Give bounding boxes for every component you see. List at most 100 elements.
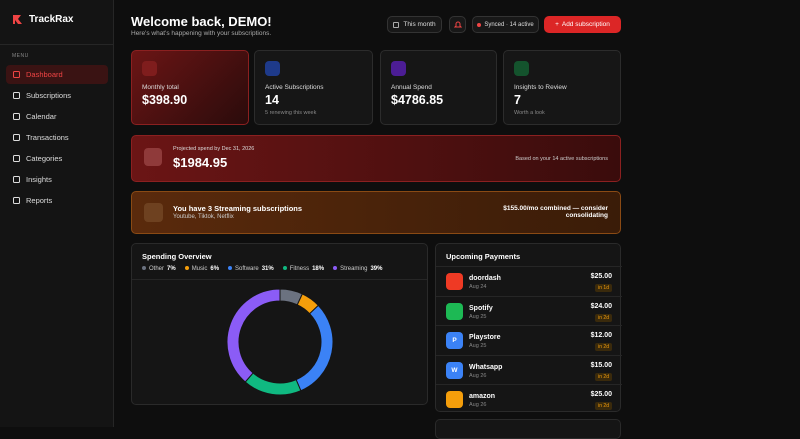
menu-icon [13, 197, 20, 204]
donut-segment [244, 372, 302, 396]
payment-date: Aug 24 [469, 284, 487, 290]
period-label: This month [403, 21, 436, 28]
stat-label: Active Subscriptions [265, 84, 324, 91]
menu-label: Categories [26, 154, 63, 163]
legend-label: Streaming [340, 266, 368, 272]
menu-item[interactable]: Dashboard [6, 65, 108, 84]
projection-label: Projected spend by Dec 31, 2026 [173, 146, 255, 152]
payment-row[interactable]: Spotify Aug 25 $24.00 in 2d [436, 295, 622, 325]
payment-icon [446, 302, 463, 320]
payment-due: in 2d [595, 313, 612, 322]
legend-value: 7% [167, 266, 176, 272]
panel-title: Spending Overview [142, 252, 212, 261]
stat-value: 14 [265, 93, 279, 107]
donut-segment [295, 304, 334, 392]
legend: Other 7% Music 6% Software 31% Fitness 18% Strea… [142, 266, 382, 272]
sidebar: TrackRax MENU Dashboard Subscriptions Cale… [0, 0, 114, 427]
menu-label: Transactions [26, 133, 69, 142]
legend-dot [142, 266, 146, 271]
legend-label: Other [149, 266, 165, 272]
payment-icon [446, 273, 463, 290]
legend-dot [228, 266, 233, 271]
menu-item[interactable]: Categories [6, 149, 108, 168]
spending-panel: Spending Overview Other 7% Music 6% Software… [131, 243, 428, 405]
legend-label: Music [191, 266, 208, 272]
payment-due: in 2d [595, 372, 612, 381]
payment-amount: $25.00 [590, 273, 612, 280]
period-button[interactable]: This month [387, 16, 442, 33]
payment-date: Aug 25 [469, 343, 487, 349]
projection-note: Based on your 14 active subscriptions [515, 156, 608, 162]
brand: TrackRax [29, 14, 74, 25]
legend-dot [282, 266, 287, 271]
page-title: Welcome back, DEMO! [131, 14, 272, 29]
projection-card: Projected spend by Dec 31, 2026 $1984.95… [131, 135, 621, 182]
menu-icon [13, 134, 20, 141]
menu-item[interactable]: Insights [6, 170, 108, 189]
projection-icon [144, 148, 162, 166]
stat-card: Insights to Review 7 Worth a look [503, 50, 621, 125]
payment-row[interactable]: doordash Aug 24 $25.00 in 1d [436, 266, 622, 295]
payment-date: Aug 26 [469, 402, 487, 408]
legend-item: Other 7% [142, 266, 176, 272]
payment-icon: W [446, 361, 463, 379]
menu-label: Insights [26, 175, 52, 184]
payment-amount: $15.00 [590, 361, 612, 369]
legend-item: Software 31% [228, 266, 274, 272]
legend-dot [184, 266, 189, 271]
menu-item[interactable]: Reports [6, 191, 108, 210]
stat-label: Insights to Review [514, 84, 567, 91]
payment-amount: $12.00 [590, 332, 612, 339]
menu-icon [13, 155, 20, 162]
stat-note: 5 renewing this week [265, 110, 317, 116]
page-subtitle: Here's what's happening with your subscr… [131, 30, 272, 37]
menu-label: Subscriptions [26, 91, 72, 100]
payment-row[interactable]: P Playstore Aug 25 $12.00 in 2d [436, 325, 622, 354]
stat-label: Monthly total [142, 84, 179, 91]
divider [0, 44, 113, 45]
payment-date: Aug 25 [469, 313, 487, 320]
menu-icon [13, 113, 20, 120]
payment-name: Playstore [469, 334, 501, 341]
divider [132, 279, 427, 280]
menu-icon [13, 71, 20, 78]
payment-due: in 1d [595, 284, 612, 292]
app: {"sidebar":{"brand":"TrackRax","menu_lab… [0, 0, 622, 439]
payment-row[interactable]: W Whatsapp Aug 26 $15.00 in 2d [436, 354, 622, 384]
alert-icon [144, 203, 163, 222]
payment-icon: P [446, 332, 463, 349]
stat-value: $398.90 [142, 93, 188, 107]
stat-note: Worth a look [514, 110, 545, 116]
stat-label: Annual Spend [391, 84, 432, 91]
payment-name: Whatsapp [469, 363, 503, 371]
payment-due: in 2d [595, 343, 612, 351]
stat-icon [391, 61, 406, 76]
stat-card: Active Subscriptions 14 5 renewing this we… [254, 50, 373, 125]
menu-label: Dashboard [26, 70, 63, 79]
payment-due: in 2d [595, 402, 612, 410]
sync-status: Synced · 14 active [472, 16, 539, 33]
payment-name: amazon [469, 393, 496, 400]
legend-value: 6% [210, 266, 220, 272]
legend-dot [333, 266, 338, 271]
notifications-button[interactable] [449, 16, 466, 33]
alert-title: You have 3 Streaming subscriptions [173, 204, 303, 213]
legend-label: Software [235, 266, 259, 272]
page: *{box-sizing:border-box} body{margin:0;w… [0, 0, 622, 439]
menu-item[interactable]: Calendar [6, 107, 108, 126]
donut-segment [226, 288, 281, 383]
menu-item[interactable]: Transactions [6, 128, 108, 147]
stat-icon [514, 61, 529, 76]
stat-value: $4786.85 [391, 93, 444, 107]
menu-icon [13, 92, 20, 99]
payment-icon [446, 391, 463, 408]
menu-label: Calendar [26, 112, 57, 121]
payment-name: Spotify [469, 304, 493, 312]
menu-item[interactable]: Subscriptions [6, 86, 108, 105]
stat-card: Monthly total $398.90 [131, 50, 249, 125]
stat-icon [142, 61, 157, 76]
upcoming-panel: Upcoming Payments doordash Aug 24 $25.00 in… [435, 243, 622, 413]
add-button[interactable]: + Add subscription [544, 16, 621, 33]
legend-value: 31% [261, 266, 274, 272]
payment-row[interactable]: amazon Aug 26 $25.00 in 2d [436, 384, 622, 413]
